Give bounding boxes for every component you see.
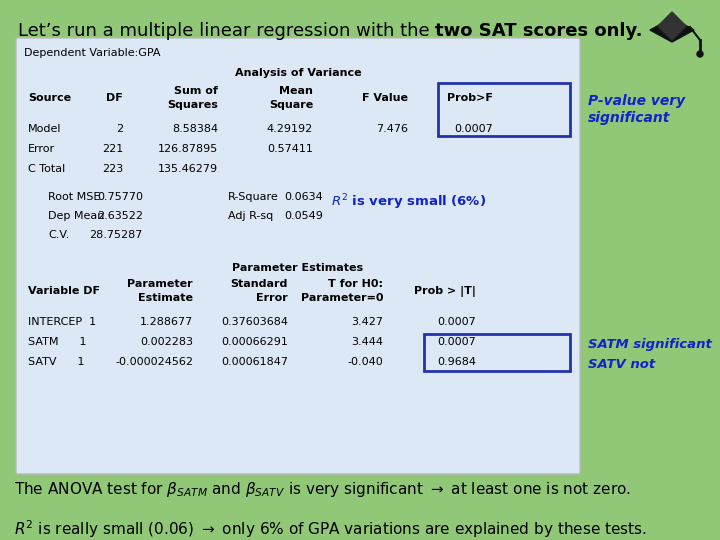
- Text: 126.87895: 126.87895: [158, 144, 218, 154]
- Text: Variable DF: Variable DF: [28, 286, 100, 296]
- Text: Sum of: Sum of: [174, 86, 218, 96]
- Text: -0.000024562: -0.000024562: [115, 357, 193, 367]
- Bar: [424, 334, 570, 371]
- Text: Source: Source: [28, 93, 71, 103]
- Text: Estimate: Estimate: [138, 293, 193, 303]
- Text: Model: Model: [28, 124, 61, 134]
- Text: Mean: Mean: [279, 86, 313, 96]
- Text: Error: Error: [256, 293, 288, 303]
- FancyBboxPatch shape: [16, 38, 580, 474]
- Text: 0.0007: 0.0007: [437, 317, 476, 327]
- Text: 0.75770: 0.75770: [97, 192, 143, 202]
- Text: Root MSE: Root MSE: [48, 192, 100, 202]
- Text: C Total: C Total: [28, 164, 66, 174]
- Text: Parameter Estimates: Parameter Estimates: [233, 263, 364, 273]
- Text: 3.427: 3.427: [351, 317, 383, 327]
- Text: 0.0634: 0.0634: [284, 192, 323, 202]
- Text: two SAT scores only.: two SAT scores only.: [436, 22, 643, 40]
- Text: 0.00066291: 0.00066291: [221, 337, 288, 347]
- Text: 28.75287: 28.75287: [89, 230, 143, 240]
- Polygon shape: [658, 12, 686, 40]
- Text: Error: Error: [28, 144, 55, 154]
- Text: Parameter=0: Parameter=0: [300, 293, 383, 303]
- Text: Prob > |T|: Prob > |T|: [414, 286, 476, 297]
- Text: 221: 221: [102, 144, 123, 154]
- Text: SATV      1: SATV 1: [28, 357, 84, 367]
- Text: 0.0007: 0.0007: [437, 337, 476, 347]
- Text: $R^2$ is really small (0.06) $\rightarrow$ only 6% of GPA variations are explain: $R^2$ is really small (0.06) $\rightarro…: [14, 518, 647, 539]
- Text: 0.37603684: 0.37603684: [221, 317, 288, 327]
- Text: P-value very
significant: P-value very significant: [588, 94, 685, 125]
- Text: C.V.: C.V.: [48, 230, 69, 240]
- Text: 135.46279: 135.46279: [158, 164, 218, 174]
- Text: Dependent Variable:GPA: Dependent Variable:GPA: [24, 48, 161, 58]
- Text: Square: Square: [269, 100, 313, 110]
- Polygon shape: [650, 18, 694, 42]
- Text: Standard: Standard: [230, 279, 288, 289]
- Text: R-Square: R-Square: [228, 192, 279, 202]
- Text: Analysis of Variance: Analysis of Variance: [235, 68, 361, 78]
- Text: Adj R-sq: Adj R-sq: [228, 211, 274, 221]
- Text: $R^2$ is very small (6%): $R^2$ is very small (6%): [331, 192, 486, 212]
- Text: F Value: F Value: [362, 93, 408, 103]
- Text: -0.040: -0.040: [347, 357, 383, 367]
- Text: 0.0007: 0.0007: [454, 124, 493, 134]
- Text: 3.444: 3.444: [351, 337, 383, 347]
- Text: Let’s run a multiple linear regression with the: Let’s run a multiple linear regression w…: [18, 22, 436, 40]
- Text: 0.002283: 0.002283: [140, 337, 193, 347]
- Text: 0.0549: 0.0549: [284, 211, 323, 221]
- Text: SATM significant: SATM significant: [588, 338, 712, 351]
- Circle shape: [697, 51, 703, 57]
- Text: 2.63522: 2.63522: [97, 211, 143, 221]
- Text: 1.288677: 1.288677: [140, 317, 193, 327]
- Bar: [438, 83, 570, 136]
- Text: Squares: Squares: [167, 100, 218, 110]
- Text: Parameter: Parameter: [127, 279, 193, 289]
- Text: The ANOVA test for $\beta_{SATM}$ and $\beta_{SATV}$ is very significant $\right: The ANOVA test for $\beta_{SATM}$ and $\…: [14, 480, 631, 499]
- Text: Prob>F: Prob>F: [447, 93, 493, 103]
- Text: 0.00061847: 0.00061847: [221, 357, 288, 367]
- Text: 0.57411: 0.57411: [267, 144, 313, 154]
- Text: 2: 2: [116, 124, 123, 134]
- Text: SATV not: SATV not: [588, 358, 655, 371]
- Text: DF: DF: [107, 93, 123, 103]
- Text: 223: 223: [102, 164, 123, 174]
- Text: 7.476: 7.476: [376, 124, 408, 134]
- Text: T for H0:: T for H0:: [328, 279, 383, 289]
- Text: INTERCEP  1: INTERCEP 1: [28, 317, 96, 327]
- Text: 8.58384: 8.58384: [172, 124, 218, 134]
- Text: 4.29192: 4.29192: [266, 124, 313, 134]
- Text: SATM      1: SATM 1: [28, 337, 86, 347]
- Text: Dep Mean: Dep Mean: [48, 211, 104, 221]
- Text: 0.9684: 0.9684: [437, 357, 476, 367]
